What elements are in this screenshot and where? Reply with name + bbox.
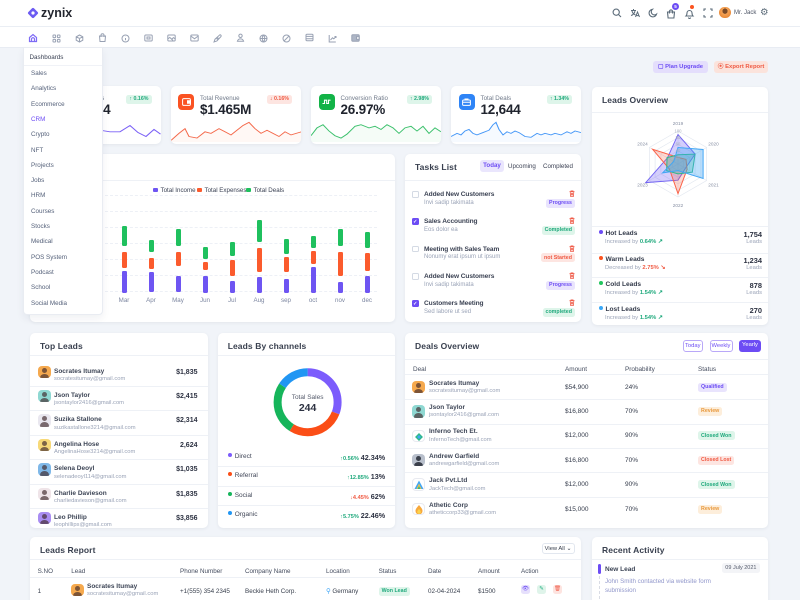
- svg-text:2020: 2020: [708, 142, 719, 147]
- svg-text:20: 20: [676, 155, 681, 160]
- svg-text:2021: 2021: [708, 183, 719, 188]
- svg-text:2024: 2024: [637, 142, 648, 147]
- svg-text:Total Sales: Total Sales: [291, 394, 324, 401]
- svg-text:100: 100: [675, 129, 683, 134]
- svg-text:2023: 2023: [637, 183, 648, 188]
- svg-text:40: 40: [676, 148, 681, 153]
- svg-text:2022: 2022: [673, 203, 684, 208]
- svg-text:2019: 2019: [673, 121, 684, 126]
- svg-text:60: 60: [676, 142, 681, 147]
- svg-text:80: 80: [676, 135, 681, 140]
- svg-text:244: 244: [299, 402, 317, 414]
